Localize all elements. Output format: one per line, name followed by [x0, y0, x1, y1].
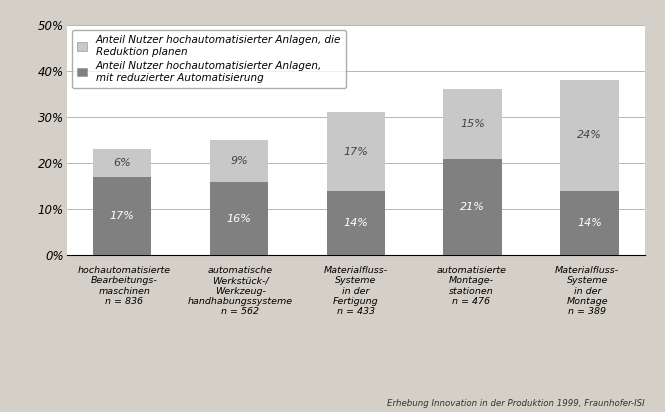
Bar: [444, 89, 502, 159]
Legend: Anteil Nutzer hochautomatisierter Anlagen, die
Reduktion planen, Anteil Nutzer h: Anteil Nutzer hochautomatisierter Anlage…: [72, 30, 346, 88]
Text: hochautomatisierte
Bearbeitungs-
maschinen
n = 836: hochautomatisierte Bearbeitungs- maschin…: [78, 266, 171, 306]
Bar: [444, 159, 502, 255]
Bar: [561, 191, 618, 255]
Text: Erhebung Innovation in der Produktion 1999, Fraunhofer-ISI: Erhebung Innovation in der Produktion 19…: [388, 399, 645, 408]
Bar: [561, 80, 618, 191]
Text: 24%: 24%: [577, 131, 602, 140]
Bar: [327, 112, 385, 191]
Text: Materialfluss-
Systeme
in der
Fertigung
n = 433: Materialfluss- Systeme in der Fertigung …: [324, 266, 388, 316]
Bar: [209, 140, 268, 182]
Text: 14%: 14%: [577, 218, 602, 228]
Text: 17%: 17%: [110, 211, 134, 221]
Text: 9%: 9%: [230, 156, 248, 166]
Text: 21%: 21%: [460, 202, 485, 212]
Text: 6%: 6%: [113, 158, 131, 168]
Bar: [327, 191, 385, 255]
Text: 16%: 16%: [227, 213, 251, 224]
Text: Materialfluss-
Systeme
in der
Montage
n = 389: Materialfluss- Systeme in der Montage n …: [555, 266, 619, 316]
Bar: [93, 149, 151, 177]
Bar: [209, 182, 268, 255]
Text: 15%: 15%: [460, 119, 485, 129]
Text: 17%: 17%: [343, 147, 368, 157]
Text: automatische
Werkstück-/
Werkzeug-
handhabungssysteme
n = 562: automatische Werkstück-/ Werkzeug- handh…: [188, 266, 293, 316]
Text: 14%: 14%: [343, 218, 368, 228]
Bar: [93, 177, 151, 255]
Text: automatisierte
Montage-
stationen
n = 476: automatisierte Montage- stationen n = 47…: [436, 266, 507, 306]
